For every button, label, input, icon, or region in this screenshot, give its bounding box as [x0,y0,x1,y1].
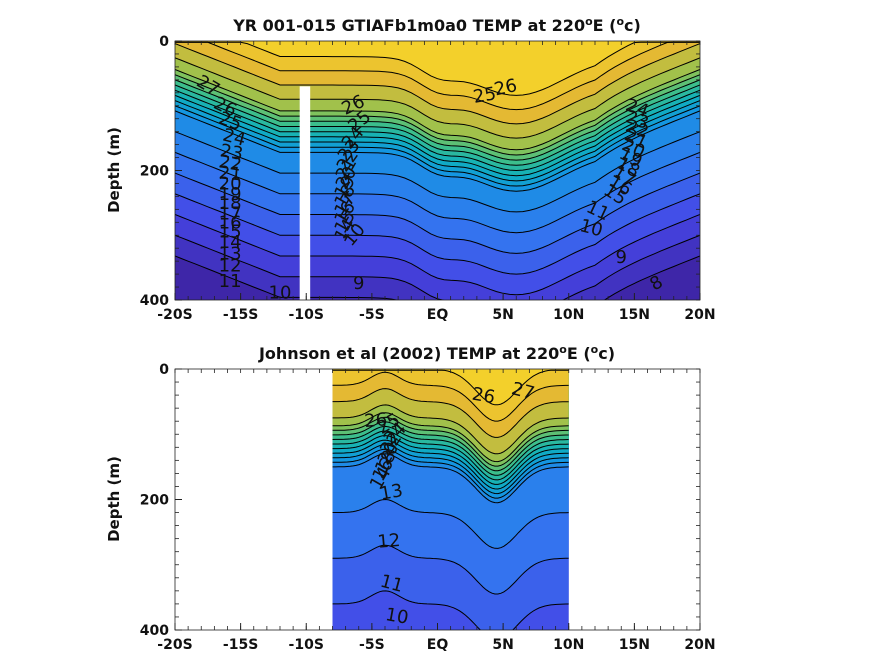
x-tick-label: -10S [289,307,324,323]
isotherm-16 [175,105,700,187]
y-tick-label: 0 [159,34,169,50]
isotherm-26 [332,371,569,422]
isotherm-11 [332,590,569,630]
x-tick-label: 20N [684,637,715,653]
contour-label: 20 [219,174,242,195]
isotherm-18 [175,94,700,177]
temp-band-27 [175,41,700,96]
isotherm-12 [175,172,700,254]
x-tick-label: -15S [223,307,258,323]
isotherm-25 [332,388,569,438]
y-tick-label: 200 [140,164,169,180]
masked-land-strip [299,86,311,300]
contour-label: 16 [219,213,242,234]
x-tick-label: 5N [492,307,513,323]
isotherm-18 [332,435,569,485]
contour-label: 9 [616,247,627,268]
isotherm-22 [332,416,569,467]
contour-label: 18 [219,193,242,214]
isotherm-14 [175,131,700,213]
x-tick-label: 10N [553,307,584,323]
isotherm-20 [175,84,700,166]
contour-label: 10 [269,283,292,304]
isotherm-21 [175,79,700,161]
temperature-field [332,369,569,630]
contour-label: 21 [218,162,243,185]
x-tick-label: -15S [223,637,258,653]
isotherm-10 [175,214,700,296]
isotherm-11 [175,193,700,275]
contour-label: 14 [219,232,242,253]
isotherm-13 [175,151,700,234]
x-tick-label: 20N [684,307,715,323]
isotherm-19 [332,430,569,481]
contour-label: 15 [219,222,242,243]
isotherm-17 [332,439,569,490]
isotherm-13 [332,498,569,549]
panel1-ylabel: Depth (m) [105,127,123,213]
x-tick-label: EQ [427,637,449,653]
x-tick-label: 10N [553,637,584,653]
isotherm-15 [332,448,569,499]
isotherm-12 [332,544,569,595]
contour-label: 26 [363,409,388,432]
x-tick-label: -5S [359,637,385,653]
x-tick-label: -20S [157,637,192,653]
x-tick-label: 15N [619,637,650,653]
contour-label: 22 [217,151,243,176]
contour-label: 9 [353,273,364,294]
isotherm-26 [175,41,700,111]
isotherm-24 [332,404,569,455]
x-tick-label: 15N [619,307,650,323]
contour-label: 12 [219,255,242,276]
isotherm-16 [332,444,569,495]
contour-label: 13 [219,244,242,265]
isotherm-8 [175,255,700,300]
contour-label: 26 [492,75,519,100]
contour-label: 23 [218,140,244,165]
panel1-title: YR 001-015 GTIAFb1m0a0 TEMP at 220oE (oc… [232,15,641,36]
panel2-ylabel: Depth (m) [105,456,123,542]
isotherm-19 [175,89,700,172]
isotherm-14 [332,453,569,504]
contour-label: 17 [219,204,242,225]
isotherm-23 [175,69,700,151]
panel1-plot-area: 2726252423222120191817161514131211102625… [140,34,716,323]
y-tick-label: 200 [140,493,169,509]
temp-band-27 [332,369,569,405]
isotherm-25 [175,43,700,125]
isotherm-24 [175,57,700,139]
y-tick-label: 0 [159,362,169,378]
y-tick-label: 400 [140,623,169,639]
panel2-title: Johnson et al (2002) TEMP at 220oE (oc) [258,343,615,364]
x-tick-label: -5S [359,307,385,323]
contour-label: 12 [377,530,402,553]
isotherm-22 [175,74,700,156]
x-tick-label: EQ [427,307,449,323]
x-tick-label: -20S [157,307,192,323]
isotherm-15 [175,110,700,192]
isotherm-27 [175,41,700,96]
contour-label: 26 [470,384,496,409]
contour-label: 19 [219,184,242,205]
contour-label: 25 [472,83,498,108]
x-tick-label: 5N [492,637,513,653]
y-tick-label: 400 [140,293,169,309]
x-tick-label: -10S [289,637,324,653]
isotherm-20 [332,425,569,476]
isotherm-17 [175,100,700,182]
isotherm-21 [332,421,569,472]
contour-label: 10 [384,604,410,629]
contour-label: 13 [378,480,404,505]
contour-label: 11 [219,271,242,292]
isotherm-23 [332,412,569,463]
